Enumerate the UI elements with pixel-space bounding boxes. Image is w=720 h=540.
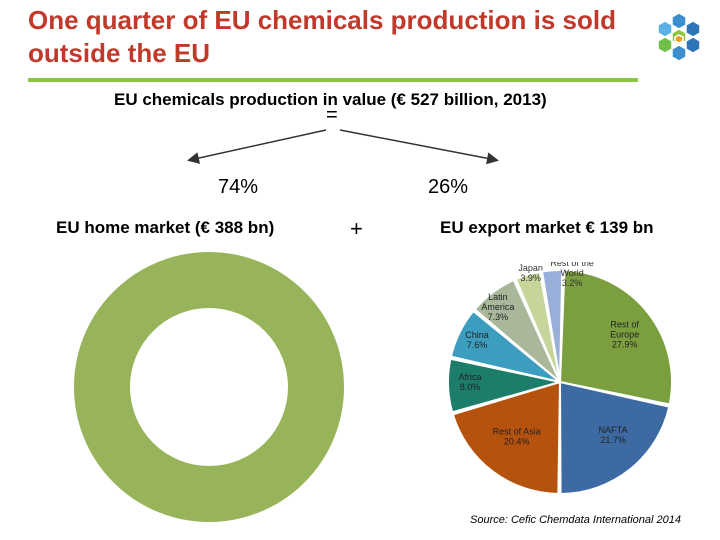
pie-label-rest-of-asia: Rest of Asia 20.4% — [493, 427, 541, 447]
title-divider — [28, 78, 638, 82]
pie-label-rest-of-the-world: Rest of the World 3.2% — [550, 262, 594, 288]
pie-slice-latin-america — [473, 278, 561, 383]
pie-label-nafta: NAFTA 21.7% — [599, 425, 628, 445]
arrow-left — [187, 129, 327, 164]
pie-label-latin-america: Latin America 7.3% — [481, 292, 514, 322]
arrow-right — [339, 129, 499, 165]
pie-label-africa: Africa 8.0% — [459, 372, 482, 392]
source-note: Source: Cefic Chemdata International 201… — [470, 514, 681, 526]
home-market-caption: EU home market (€ 388 bn) — [56, 218, 275, 237]
export-market-caption: EU export market € 139 bn — [440, 218, 654, 237]
export-market-pie: Rest of Europe 27.9% NAFTA 21.7% Rest of Asia… — [447, 262, 673, 496]
pie-slice-rest-of-europe — [558, 269, 673, 406]
cefic-logo-icon — [657, 12, 701, 62]
pie-label-japan: Japan 3.9% — [518, 263, 543, 283]
export-share-label: 26% — [428, 176, 469, 198]
chart-subtitle: EU chemicals production in value (€ 527 … — [114, 90, 547, 109]
pie-slice-rest-of-asia — [451, 380, 562, 496]
home-market-donut — [74, 252, 344, 522]
plus-sign: + — [350, 216, 363, 241]
pie-slice-japan — [514, 270, 561, 383]
pie-label-china: China 7.6% — [465, 330, 489, 350]
donut-ring — [74, 252, 344, 522]
pie-slice-china — [449, 309, 561, 383]
slide-title: One quarter of EU chemicals production i… — [28, 5, 616, 68]
pie-slice-rest-of-the-world — [540, 269, 564, 383]
pie-slice-africa — [447, 357, 561, 414]
equals-sign: = — [326, 104, 338, 126]
pie-label-rest-of-europe: Rest of Europe 27.9% — [610, 320, 639, 350]
pie-slice-nafta — [558, 380, 671, 496]
home-share-label: 74% — [218, 176, 259, 198]
